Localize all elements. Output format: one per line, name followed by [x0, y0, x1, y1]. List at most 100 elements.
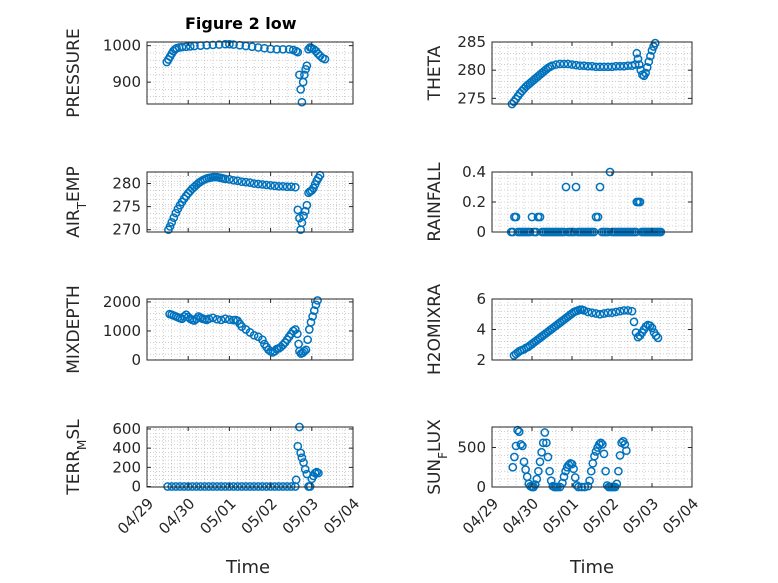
subplot-3: 270 275 280 AIRTEMP [64, 166, 354, 239]
data-point [293, 329, 302, 339]
data-point [300, 464, 310, 474]
figure-title: Figure 2 low [185, 14, 297, 33]
data-point [229, 40, 238, 49]
y-axis-label: PRESSURE [64, 28, 84, 117]
data-point [300, 70, 309, 80]
data-point [543, 452, 553, 462]
y-tick-label: 280 [112, 175, 141, 193]
data-point [303, 335, 313, 345]
series [162, 39, 330, 107]
data-point [225, 39, 234, 49]
series [164, 170, 325, 235]
y-tick-label: 2000 [103, 293, 141, 311]
data-point [594, 440, 604, 449]
data-point [598, 440, 607, 449]
plot-area [492, 427, 692, 487]
axes-box [146, 298, 354, 361]
data-point [301, 345, 311, 355]
y-axis-label: MIXDEPTH [64, 285, 84, 374]
data-point [266, 181, 275, 190]
data-point [627, 306, 637, 316]
data-point [647, 323, 657, 333]
data-point [185, 42, 195, 51]
data-point [596, 438, 606, 448]
data-point [241, 177, 251, 187]
subplot-2: 275 280 285 THETA [425, 33, 693, 109]
data-point [177, 42, 187, 52]
data-point [567, 459, 577, 469]
data-point [538, 438, 548, 448]
data-point [587, 61, 597, 71]
grid [146, 42, 354, 105]
x-tick-label: 04/30 [155, 495, 198, 538]
x-tick-label: 05/02 [238, 495, 281, 538]
data-point [633, 54, 643, 64]
y-tick-label: 1000 [103, 322, 141, 340]
data-point [302, 61, 312, 71]
data-point [591, 309, 601, 318]
data-point [278, 181, 288, 191]
data-point [619, 306, 629, 315]
data-point [601, 466, 610, 476]
y-tick-label: 0 [131, 351, 141, 369]
data-point [313, 49, 323, 59]
data-point [278, 340, 288, 350]
y-tick-label: 200 [112, 458, 141, 476]
axes-box [491, 426, 693, 488]
data-point [599, 62, 609, 72]
data-point [309, 306, 319, 315]
subplot-6: 2 4 6 H2OMIXRA [425, 284, 693, 375]
y-tick-label: 275 [112, 198, 141, 216]
x-tick-label: 05/03 [619, 495, 662, 538]
series [508, 425, 631, 492]
data-point [603, 308, 613, 318]
data-point [171, 208, 181, 218]
x-tick-label: 04/29 [114, 495, 157, 538]
y-axis-label: TERRMSL [64, 419, 89, 496]
data-point [233, 176, 242, 186]
data-point [297, 453, 307, 463]
data-point [575, 61, 585, 71]
data-point [595, 182, 605, 192]
data-point [653, 333, 663, 343]
data-point [278, 44, 288, 54]
data-point [615, 451, 625, 460]
data-point [169, 213, 179, 223]
axes-box [491, 41, 693, 105]
y-axis-label: RAINFALL [425, 162, 445, 242]
data-point [619, 61, 629, 71]
data-point [300, 346, 309, 356]
data-point [320, 54, 330, 64]
x-tick-label: 05/01 [539, 495, 582, 538]
y-tick-label: 1000 [103, 37, 141, 55]
data-point [583, 61, 593, 71]
data-point [555, 59, 565, 69]
data-point [220, 174, 230, 184]
data-point [572, 481, 582, 490]
data-point [514, 427, 524, 437]
grid [491, 298, 693, 361]
data-point [212, 314, 222, 324]
data-point [647, 46, 657, 55]
data-point [299, 211, 308, 221]
y-tick-label: 0 [476, 478, 486, 496]
axes-box [146, 171, 354, 233]
data-point [258, 180, 267, 189]
data-point [165, 222, 175, 231]
series [165, 296, 322, 358]
data-point [542, 438, 551, 448]
axes-box [146, 41, 354, 105]
data-point [590, 451, 599, 461]
data-point [615, 306, 625, 316]
data-point [547, 61, 557, 71]
subplot-1: 900 1000 PRESSURE [64, 28, 354, 118]
data-point [540, 428, 550, 437]
data-point [225, 315, 234, 324]
y-axis-label: H2OMIXRA [425, 284, 445, 375]
data-point [229, 175, 238, 185]
data-point [181, 42, 191, 52]
y-tick-label: 270 [112, 221, 141, 239]
data-point [253, 179, 263, 189]
